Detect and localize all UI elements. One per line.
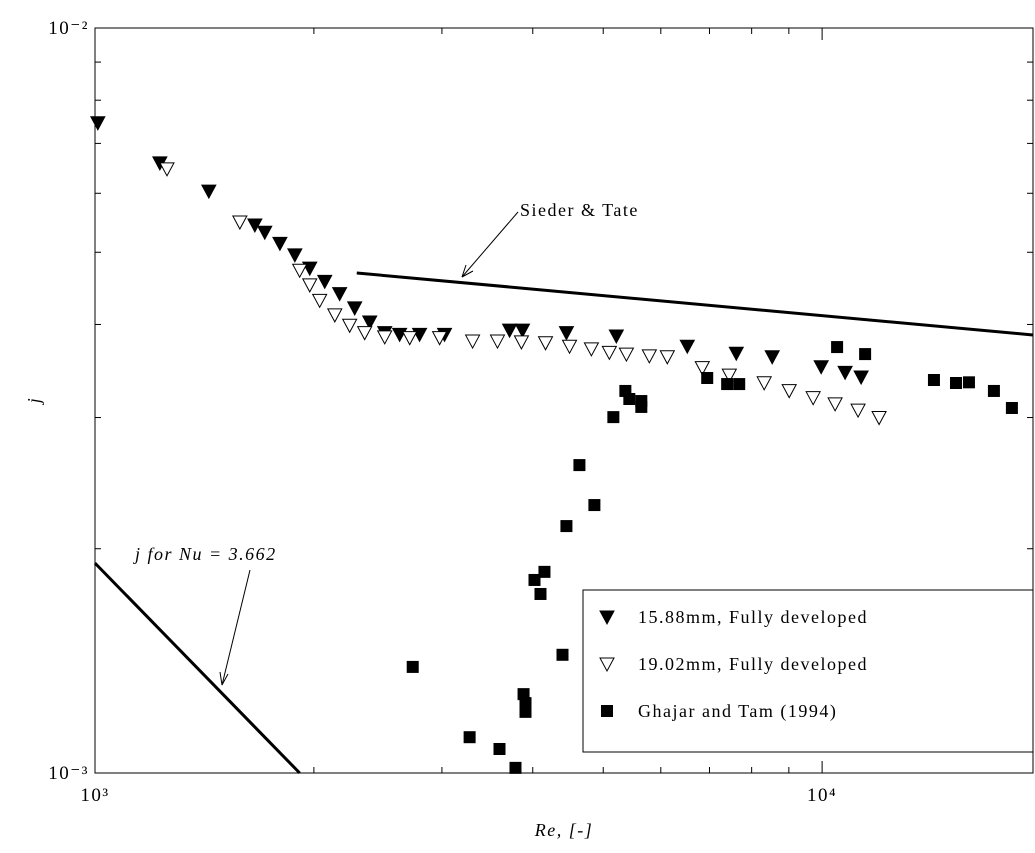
point xyxy=(534,587,547,600)
point xyxy=(805,391,821,406)
point xyxy=(573,459,586,472)
point xyxy=(489,334,506,350)
reference-line xyxy=(356,271,1034,337)
point xyxy=(509,761,522,774)
point xyxy=(607,411,620,424)
point xyxy=(561,339,578,355)
annotation: Sieder & Tate xyxy=(520,200,639,220)
legend-marker xyxy=(599,657,615,673)
x-axis-label: Re, [-] xyxy=(534,820,594,840)
point xyxy=(159,162,175,177)
point xyxy=(311,293,328,309)
point xyxy=(89,116,106,131)
annotation-arrow xyxy=(221,569,251,686)
point xyxy=(316,274,333,290)
point xyxy=(463,731,476,744)
legend-label: Ghajar and Tam (1994) xyxy=(638,701,837,722)
point xyxy=(341,318,358,334)
point xyxy=(287,248,303,263)
reference-line xyxy=(93,562,301,775)
point xyxy=(301,278,318,293)
arrow-head xyxy=(219,671,229,686)
point xyxy=(326,308,343,323)
point xyxy=(464,334,481,350)
point xyxy=(721,378,734,391)
point xyxy=(331,287,348,302)
point xyxy=(514,323,531,339)
point xyxy=(764,350,781,365)
point xyxy=(756,376,773,391)
point xyxy=(701,372,714,385)
point xyxy=(827,397,843,412)
point xyxy=(528,573,541,586)
point xyxy=(346,301,363,316)
legend-label: 15.88mm, Fully developed xyxy=(638,607,868,627)
point xyxy=(431,331,448,346)
annotation: j for Nu = 3.662 xyxy=(133,544,277,564)
point xyxy=(618,347,635,363)
point xyxy=(987,384,1000,397)
x-tick-label: 10³ xyxy=(80,785,109,806)
point xyxy=(733,378,746,391)
legend-box xyxy=(582,589,1034,753)
point xyxy=(493,742,506,755)
point xyxy=(247,218,263,234)
point xyxy=(635,400,648,413)
point xyxy=(232,215,248,231)
point xyxy=(859,348,872,361)
arrow-head xyxy=(461,264,474,278)
point xyxy=(813,360,830,375)
point xyxy=(694,361,711,376)
legend-label: 19.02mm, Fully developed xyxy=(638,654,868,674)
point xyxy=(519,705,532,718)
point xyxy=(962,376,975,389)
point xyxy=(560,520,573,533)
y-tick-label: 10⁻² xyxy=(48,18,89,39)
legend-marker xyxy=(601,705,613,717)
point xyxy=(376,330,393,345)
point xyxy=(608,329,625,345)
point xyxy=(538,565,551,578)
point xyxy=(927,374,940,387)
point xyxy=(256,225,273,241)
annotation-arrow xyxy=(461,211,519,278)
point xyxy=(558,326,575,341)
plot-frame xyxy=(94,27,1034,774)
point xyxy=(837,365,853,381)
point xyxy=(1005,401,1018,414)
point xyxy=(588,499,601,512)
point xyxy=(601,345,618,361)
point xyxy=(356,326,373,341)
point xyxy=(200,184,217,200)
legend-marker xyxy=(599,610,615,626)
point xyxy=(272,236,288,252)
point xyxy=(361,315,378,331)
point xyxy=(513,335,530,350)
point xyxy=(537,336,554,351)
point xyxy=(781,384,798,399)
point xyxy=(728,346,745,362)
x-tick-label: 10⁴ xyxy=(807,785,837,806)
point xyxy=(850,403,866,419)
point xyxy=(871,411,887,426)
point xyxy=(406,660,419,673)
point xyxy=(679,339,696,355)
point xyxy=(556,648,569,661)
point xyxy=(721,368,738,384)
point xyxy=(583,342,600,357)
point xyxy=(659,350,676,365)
point xyxy=(501,323,518,339)
point xyxy=(853,370,869,386)
point xyxy=(949,377,962,390)
point xyxy=(641,349,658,364)
point xyxy=(291,263,308,279)
y-axis-label: j xyxy=(24,397,44,406)
point xyxy=(831,341,844,354)
point xyxy=(401,331,418,346)
point xyxy=(623,392,636,405)
y-tick-label: 10⁻³ xyxy=(48,763,89,784)
